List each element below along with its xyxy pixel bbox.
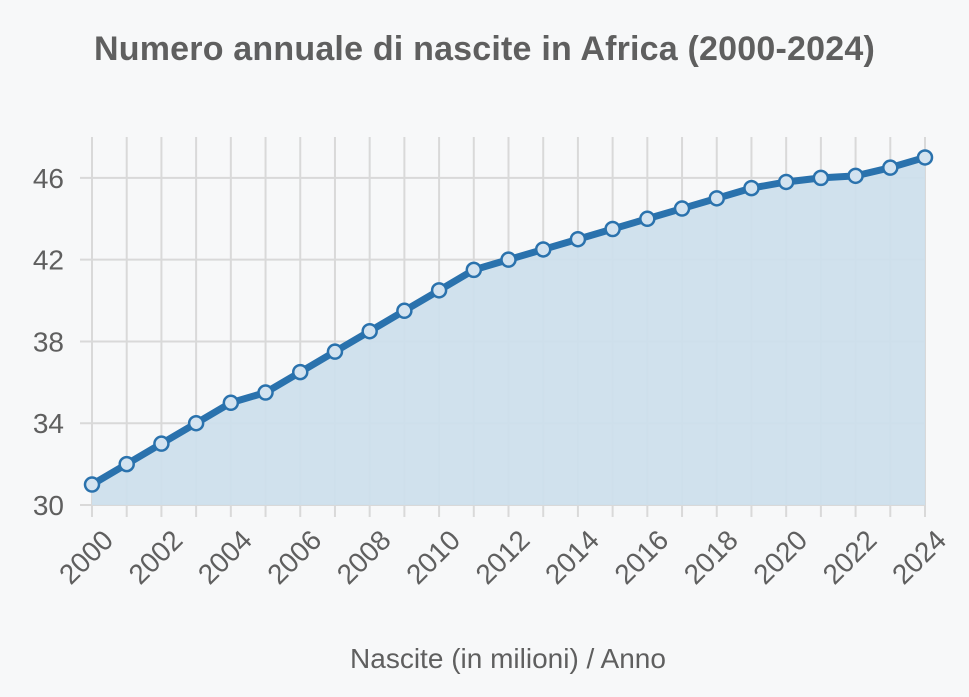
data-point <box>534 241 552 258</box>
data-point <box>847 167 864 185</box>
data-point <box>396 302 413 320</box>
x-tick-label: 2020 <box>747 524 813 590</box>
data-point <box>222 394 240 412</box>
data-point <box>361 322 378 340</box>
data-point <box>708 190 725 207</box>
x-tick-label: 2010 <box>400 524 466 590</box>
x-tick-label: 2012 <box>470 524 536 590</box>
data-point <box>882 159 899 176</box>
x-tick-label: 2004 <box>192 524 258 590</box>
y-tick-label: 38 <box>33 326 64 357</box>
y-axis-ticks: 30 34 38 42 46 <box>33 163 64 521</box>
data-point <box>465 261 483 279</box>
x-tick-label: 2006 <box>261 524 327 590</box>
data-point <box>292 363 309 381</box>
data-point <box>118 455 135 473</box>
data-markers <box>83 149 934 493</box>
x-tick-label: 2014 <box>539 524 605 590</box>
data-point <box>500 251 517 268</box>
data-point <box>639 210 656 228</box>
data-point <box>673 200 691 217</box>
area-fill <box>92 157 925 505</box>
data-point <box>812 169 830 187</box>
data-point <box>257 384 274 401</box>
y-tick-label: 42 <box>33 245 64 276</box>
y-tick-label: 46 <box>33 163 64 194</box>
x-axis-label: Nascite (in milioni) / Anno <box>350 643 666 674</box>
y-tick-label: 34 <box>33 408 64 439</box>
chart-title: Numero annuale di nascite in Africa (200… <box>94 30 875 68</box>
data-point <box>916 149 934 166</box>
x-tick-label: 2016 <box>608 524 674 590</box>
data-point <box>604 220 621 238</box>
data-point <box>83 476 101 493</box>
x-tick-label: 2018 <box>678 524 744 590</box>
x-tick-label: 2024 <box>886 524 952 590</box>
x-tick-label: 2022 <box>817 524 883 590</box>
x-tick-label: 2002 <box>123 524 189 590</box>
data-point <box>430 282 448 299</box>
data-point <box>326 343 344 360</box>
data-point <box>777 173 795 191</box>
data-point <box>187 414 205 432</box>
data-point <box>569 230 587 248</box>
x-tick-label: 2008 <box>331 524 397 590</box>
x-tick-label: 2000 <box>53 524 119 590</box>
x-axis-ticks: 2000 2002 2004 2006 2008 2010 2012 2014 2016 2018… <box>53 524 952 590</box>
data-point <box>153 435 170 452</box>
data-point <box>743 179 760 197</box>
y-tick-label: 30 <box>33 490 64 521</box>
